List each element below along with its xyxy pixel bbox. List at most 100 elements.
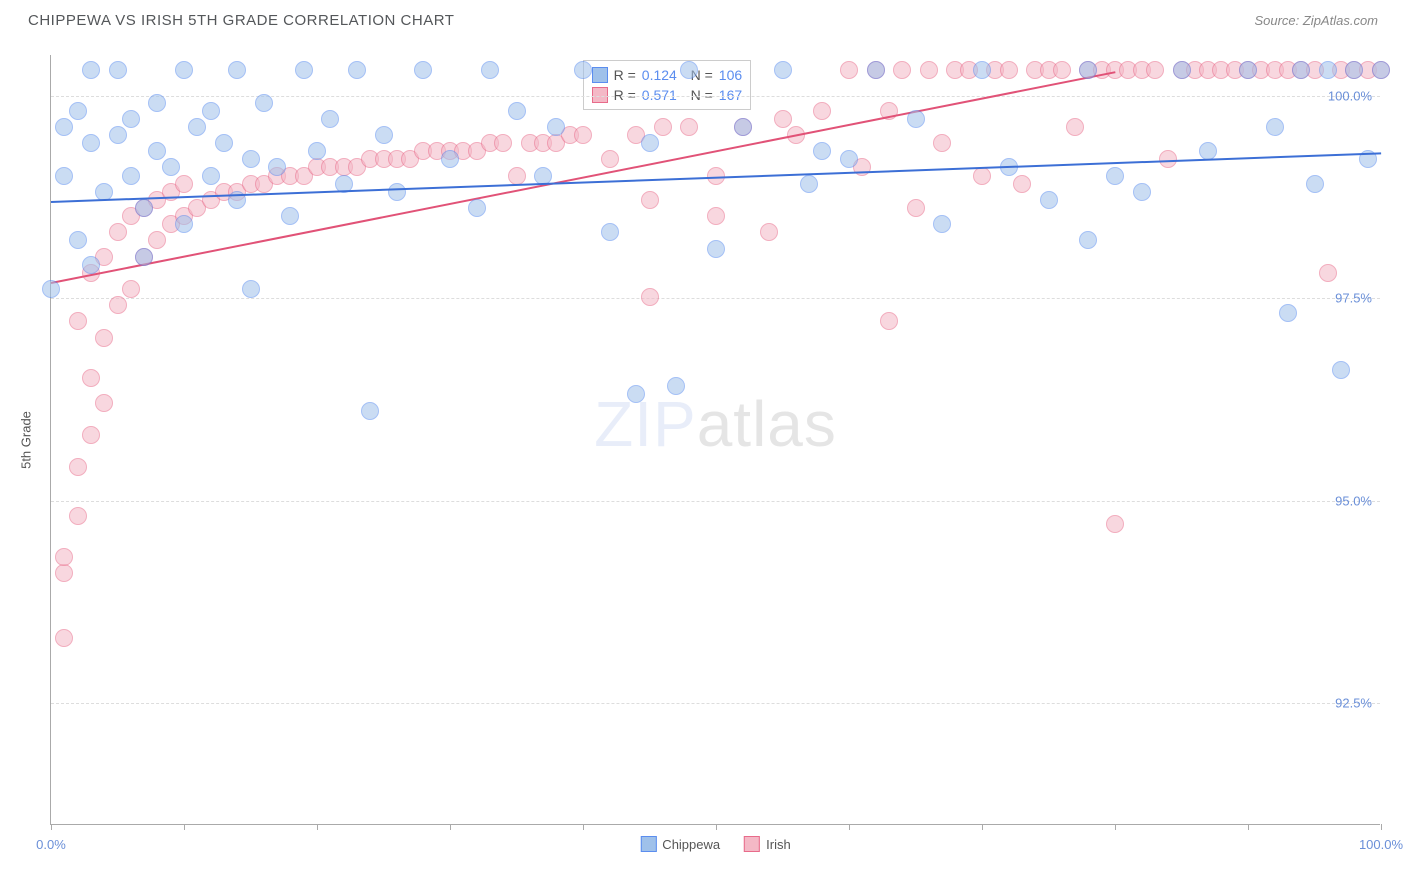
irish-point <box>840 61 858 79</box>
stats-box: R =0.124 N =106R =0.571 N =167 <box>583 60 752 110</box>
chippewa-point <box>82 61 100 79</box>
chippewa-point <box>308 142 326 160</box>
stats-swatch-chippewa <box>592 67 608 83</box>
irish-point <box>109 223 127 241</box>
chippewa-point <box>109 61 127 79</box>
ytick-label: 97.5% <box>1335 291 1372 306</box>
chippewa-point <box>813 142 831 160</box>
y-axis-label: 5th Grade <box>19 411 34 469</box>
legend-label-chippewa: Chippewa <box>662 837 720 852</box>
swatch-irish <box>744 836 760 852</box>
chippewa-point <box>82 134 100 152</box>
chippewa-point <box>1319 61 1337 79</box>
chippewa-point <box>734 118 752 136</box>
irish-point <box>880 312 898 330</box>
irish-point <box>69 507 87 525</box>
irish-point <box>774 110 792 128</box>
chippewa-point <box>481 61 499 79</box>
stat-n-value-chippewa: 106 <box>719 67 742 83</box>
watermark-zip: ZIP <box>594 388 697 460</box>
irish-point <box>95 329 113 347</box>
irish-point <box>122 280 140 298</box>
chippewa-point <box>135 248 153 266</box>
irish-point <box>654 118 672 136</box>
irish-point <box>933 134 951 152</box>
irish-point <box>109 296 127 314</box>
chippewa-point <box>268 158 286 176</box>
chippewa-point <box>255 94 273 112</box>
chippewa-point <box>774 61 792 79</box>
ytick-label: 100.0% <box>1328 88 1372 103</box>
chippewa-point <box>1173 61 1191 79</box>
chippewa-point <box>321 110 339 128</box>
legend-label-irish: Irish <box>766 837 791 852</box>
irish-point <box>920 61 938 79</box>
irish-point <box>760 223 778 241</box>
plot-area: ZIPatlas R =0.124 N =106R =0.571 N =167 … <box>50 55 1380 825</box>
xtick <box>317 824 318 830</box>
irish-point <box>707 207 725 225</box>
legend-item-irish: Irish <box>744 836 791 852</box>
irish-point <box>82 369 100 387</box>
chippewa-point <box>175 61 193 79</box>
irish-point <box>55 548 73 566</box>
ytick-label: 95.0% <box>1335 493 1372 508</box>
watermark-atlas: atlas <box>697 388 837 460</box>
chippewa-point <box>242 150 260 168</box>
irish-point <box>1319 264 1337 282</box>
chippewa-point <box>627 385 645 403</box>
irish-point <box>907 199 925 217</box>
xtick <box>1381 824 1382 830</box>
chippewa-point <box>295 61 313 79</box>
header-row: CHIPPEWA VS IRISH 5TH GRADE CORRELATION … <box>0 0 1406 37</box>
chippewa-point <box>933 215 951 233</box>
chippewa-point <box>800 175 818 193</box>
irish-point <box>973 167 991 185</box>
irish-point <box>82 426 100 444</box>
irish-point <box>601 150 619 168</box>
chippewa-point <box>641 134 659 152</box>
irish-point <box>95 394 113 412</box>
chippewa-point <box>1106 167 1124 185</box>
stat-r-value-chippewa: 0.124 <box>642 67 677 83</box>
chippewa-point <box>242 280 260 298</box>
irish-point <box>1106 515 1124 533</box>
xtick <box>982 824 983 830</box>
chippewa-point <box>1306 175 1324 193</box>
source-label: Source: ZipAtlas.com <box>1254 13 1378 28</box>
chart-title: CHIPPEWA VS IRISH 5TH GRADE CORRELATION … <box>28 12 454 29</box>
stats-row-chippewa: R =0.124 N =106 <box>592 65 743 85</box>
irish-point <box>1146 61 1164 79</box>
chippewa-point <box>1345 61 1363 79</box>
irish-point <box>641 191 659 209</box>
stat-r-label: R = <box>614 67 636 83</box>
chippewa-point <box>547 118 565 136</box>
xtick <box>1248 824 1249 830</box>
chippewa-point <box>281 207 299 225</box>
xtick <box>849 824 850 830</box>
irish-point <box>69 312 87 330</box>
chippewa-point <box>1266 118 1284 136</box>
xtick <box>51 824 52 830</box>
xtick <box>1115 824 1116 830</box>
chippewa-point <box>840 150 858 168</box>
irish-point <box>55 629 73 647</box>
chippewa-point <box>867 61 885 79</box>
chippewa-point <box>109 126 127 144</box>
chart-container: CHIPPEWA VS IRISH 5TH GRADE CORRELATION … <box>0 0 1406 892</box>
chippewa-point <box>1040 191 1058 209</box>
chippewa-point <box>388 183 406 201</box>
chippewa-point <box>361 402 379 420</box>
chippewa-point <box>175 215 193 233</box>
chippewa-point <box>1079 61 1097 79</box>
chippewa-point <box>55 167 73 185</box>
chippewa-point <box>574 61 592 79</box>
irish-point <box>1000 61 1018 79</box>
chippewa-point <box>202 102 220 120</box>
gridline <box>51 298 1380 299</box>
xtick <box>716 824 717 830</box>
chippewa-point <box>375 126 393 144</box>
chippewa-point <box>162 158 180 176</box>
irish-point <box>1053 61 1071 79</box>
chippewa-point <box>202 167 220 185</box>
